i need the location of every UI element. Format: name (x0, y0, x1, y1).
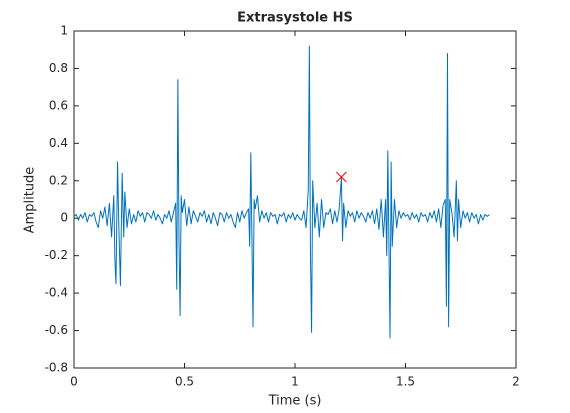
chart-title: Extrasystole HS (237, 11, 353, 26)
y-axis-label: Amplitude (23, 167, 38, 234)
y-tick-label: -0.2 (45, 248, 68, 262)
y-tick-label: -0.4 (45, 286, 68, 300)
x-tick-label: 0 (70, 375, 78, 389)
signal-line (73, 45, 490, 339)
y-tick-label: 0.2 (49, 173, 68, 187)
y-tick-label: 0.8 (49, 61, 68, 75)
x-axis-label: Time (s) (268, 394, 322, 409)
peak-marker (336, 171, 347, 183)
y-tick-label: 0.4 (49, 136, 68, 150)
x-tick-label: 1.5 (396, 375, 415, 389)
y-tick-label: -0.6 (45, 323, 68, 337)
x-tick-label: 0.5 (175, 375, 194, 389)
x-tick-label: 2 (512, 375, 520, 389)
y-tick-label: 1 (60, 24, 68, 38)
x-tick-label: 1 (291, 375, 299, 389)
y-tick-label: -0.8 (45, 361, 68, 375)
y-tick-label: 0.6 (49, 98, 68, 112)
y-tick-label: 0 (60, 211, 68, 225)
